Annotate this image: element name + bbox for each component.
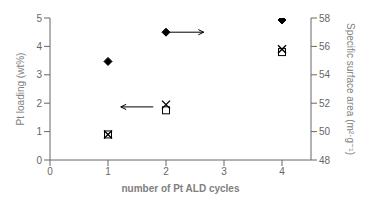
svg-text:4: 4 [279, 166, 285, 177]
svg-text:2: 2 [36, 98, 42, 109]
svg-text:number of Pt ALD cycles: number of Pt ALD cycles [122, 183, 240, 194]
svg-text:48: 48 [319, 155, 331, 166]
svg-text:Specific surface area (m²·g⁻¹): Specific surface area (m²·g⁻¹) [345, 23, 356, 155]
svg-text:0: 0 [36, 155, 42, 166]
svg-text:52: 52 [319, 98, 331, 109]
svg-text:56: 56 [319, 41, 331, 52]
svg-text:3: 3 [221, 166, 227, 177]
svg-text:54: 54 [319, 69, 331, 80]
svg-text:1: 1 [105, 166, 111, 177]
svg-text:3: 3 [36, 69, 42, 80]
svg-text:2: 2 [163, 166, 169, 177]
svg-text:0: 0 [47, 166, 53, 177]
svg-text:5: 5 [36, 13, 42, 24]
svg-text:Pt loading (wt%): Pt loading (wt%) [15, 53, 26, 126]
svg-text:4: 4 [36, 41, 42, 52]
svg-text:50: 50 [319, 126, 331, 137]
svg-text:58: 58 [319, 13, 331, 24]
svg-text:1: 1 [36, 126, 42, 137]
